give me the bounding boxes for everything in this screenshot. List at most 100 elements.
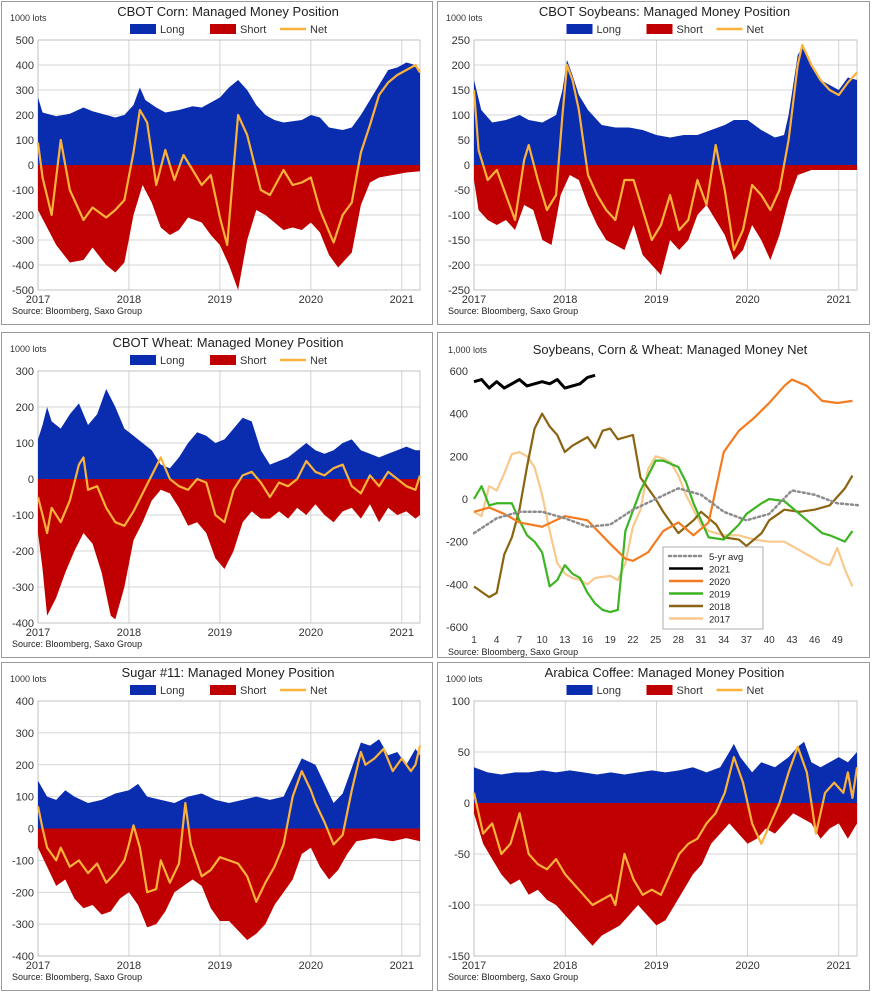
legend-swatch-short: [646, 685, 673, 695]
source-label: Source: Bloomberg, Saxo Group: [12, 639, 142, 649]
y-tick-label: -100: [12, 855, 34, 867]
x-tick-label: 31: [695, 635, 707, 646]
x-tick-label: 2020: [299, 627, 323, 639]
legend-label-5-yr-avg: 5-yr avg: [709, 552, 743, 563]
x-tick-label: 2019: [644, 960, 668, 972]
legend-label-long: Long: [160, 355, 184, 367]
x-tick-label: 2019: [208, 960, 232, 972]
coffee-chart: Arabica Coffee: Managed Money Position 10…: [446, 665, 859, 982]
y-tick-label: -600: [446, 622, 468, 634]
series-line-net: [36, 745, 422, 903]
series-area-long: [474, 741, 857, 803]
x-tick-label: 2019: [644, 294, 668, 306]
y-tick-label: -250: [448, 285, 470, 297]
x-tick-label: 37: [741, 635, 753, 646]
x-tick-label: 2020: [299, 960, 323, 972]
x-tick-label: 2021: [390, 294, 414, 306]
x-tick-label: 10: [537, 635, 549, 646]
x-tick-label: 2017: [26, 294, 50, 306]
y-tick-label: 200: [452, 60, 470, 72]
x-tick-label: 22: [627, 635, 639, 646]
y-tick-label: 0: [464, 798, 470, 810]
y-tick-label: 400: [16, 60, 34, 72]
y-tick-label: -300: [12, 235, 34, 247]
y-tick-label: 100: [16, 792, 34, 804]
y-tick-label: 600: [450, 366, 468, 378]
y-tick-label: 0: [464, 160, 470, 172]
y-tick-label: 200: [16, 110, 34, 122]
x-tick-label: 2018: [117, 294, 141, 306]
unit-label: 1000 lots: [446, 674, 483, 684]
source-label: Source: Bloomberg, Saxo Group: [448, 972, 578, 982]
x-tick-label: 2017: [26, 627, 50, 639]
legend-label-short: Short: [240, 685, 266, 697]
legend-box: [662, 546, 764, 630]
sugar-chart: Sugar #11: Managed Money Position 1000 lo…: [10, 665, 422, 982]
legend-label-long: Long: [597, 685, 621, 697]
y-tick-label: -500: [12, 285, 34, 297]
combined-net-chart-panel: Soybeans, Corn & Wheat: Managed Money Ne…: [437, 332, 870, 658]
y-tick-label: -400: [12, 618, 34, 630]
series-line-net: [36, 63, 421, 247]
series-area-long: [38, 62, 420, 165]
chart-title: Arabica Coffee: Managed Money Position: [545, 665, 785, 680]
source-label: Source: Bloomberg, Saxo Group: [448, 647, 578, 657]
y-tick-label: 0: [28, 824, 34, 836]
soybeans-chart: CBOT Soybeans: Managed Money Position 100…: [446, 4, 858, 316]
x-tick-label: 13: [559, 635, 571, 646]
legend-label-short: Short: [240, 355, 266, 367]
legend-label-2021: 2021: [709, 565, 730, 576]
x-tick-label: 7: [517, 635, 523, 646]
y-tick-label: -100: [448, 900, 470, 912]
y-tick-label: -400: [12, 951, 34, 963]
legend-swatch-long: [130, 685, 156, 695]
x-tick-label: 2019: [208, 294, 232, 306]
x-tick-label: 1: [471, 635, 477, 646]
legend-label-long: Long: [160, 685, 184, 697]
y-tick-label: 0: [462, 494, 468, 506]
y-tick-label: -400: [446, 579, 468, 591]
legend-label-net: Net: [310, 685, 327, 697]
corn-chart: CBOT Corn: Managed Money Position 1000 lo…: [10, 4, 421, 316]
series-area-short: [38, 828, 420, 941]
legend-swatch-long: [566, 24, 593, 34]
y-tick-label: 300: [16, 85, 34, 97]
y-tick-label: 150: [452, 85, 470, 97]
source-label: Source: Bloomberg, Saxo Group: [12, 972, 142, 982]
y-tick-label: 100: [452, 696, 470, 708]
chart-title: CBOT Corn: Managed Money Position: [117, 4, 339, 19]
y-tick-label: 300: [16, 366, 34, 378]
series-line-2018: [473, 412, 854, 599]
y-tick-label: -200: [12, 887, 34, 899]
y-tick-label: -100: [448, 210, 470, 222]
y-tick-label: 300: [16, 728, 34, 740]
combined-net-chart: Soybeans, Corn & Wheat: Managed Money Ne…: [446, 342, 862, 657]
x-tick-label: 2018: [553, 960, 577, 972]
x-tick-label: 2017: [26, 960, 50, 972]
unit-label: 1000 lots: [446, 13, 483, 23]
legend-label-net: Net: [747, 24, 764, 36]
legend-label-long: Long: [160, 24, 184, 36]
y-tick-label: 0: [28, 474, 34, 486]
legend-label-long: Long: [597, 24, 621, 36]
legend-swatch-long: [566, 685, 593, 695]
wheat-chart: CBOT Wheat: Managed Money Position 1000 l…: [10, 335, 422, 649]
y-tick-label: -400: [12, 260, 34, 272]
y-tick-label: 200: [450, 451, 468, 463]
x-tick-label: 4: [494, 635, 500, 646]
legend-swatch-long: [130, 24, 156, 34]
x-tick-label: 28: [673, 635, 685, 646]
y-tick-label: 50: [458, 747, 470, 759]
y-tick-label: -200: [446, 537, 468, 549]
legend-swatch-short: [210, 685, 236, 695]
series-line-net: [472, 43, 858, 252]
source-label: Source: Bloomberg, Saxo Group: [448, 306, 578, 316]
chart-title: CBOT Soybeans: Managed Money Position: [539, 4, 790, 19]
wheat-chart-panel: CBOT Wheat: Managed Money Position 1000 l…: [1, 332, 433, 658]
x-tick-label: 2021: [390, 627, 414, 639]
legend-label-short: Short: [677, 685, 703, 697]
unit-label: 1,000 lots: [448, 345, 488, 355]
y-tick-label: -200: [448, 260, 470, 272]
y-tick-label: -100: [12, 510, 34, 522]
x-tick-label: 2021: [390, 960, 414, 972]
